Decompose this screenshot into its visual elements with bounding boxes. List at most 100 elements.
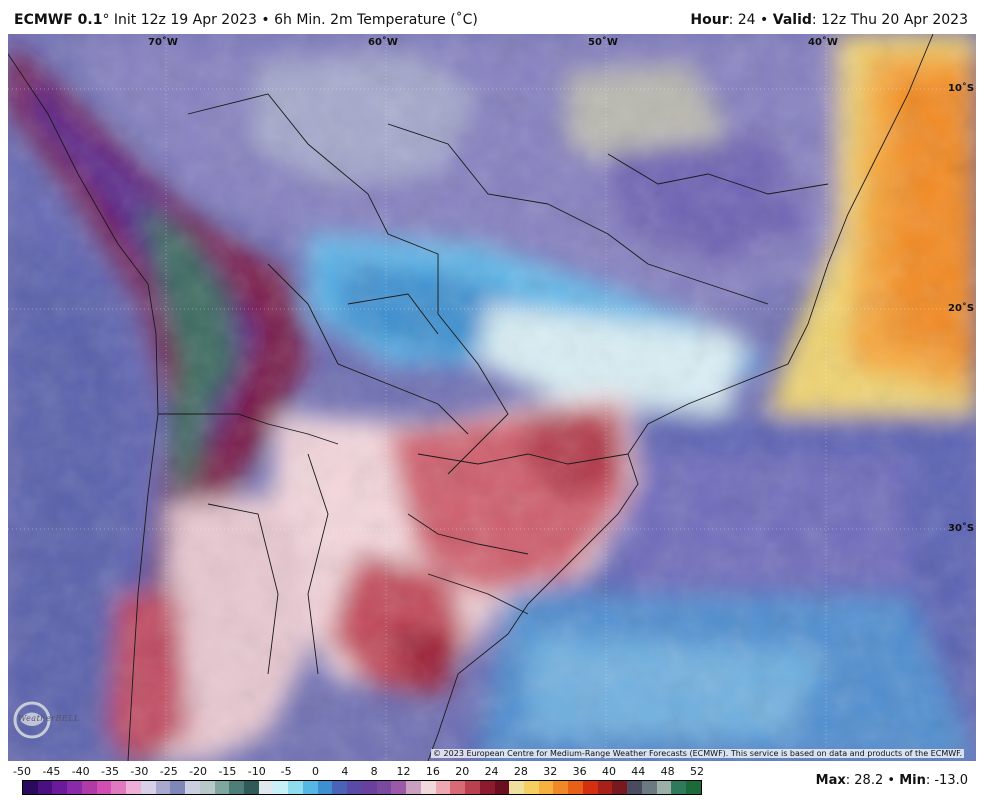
legend-tick-label: -35	[101, 765, 120, 778]
lat-label: 30˚S	[948, 523, 975, 534]
colorbar-swatch	[81, 781, 97, 794]
colorbar-swatch	[509, 781, 524, 794]
colorbar-swatch	[641, 781, 657, 794]
legend-tick-label: 48	[660, 765, 675, 778]
colorbar-swatch	[52, 781, 68, 794]
colorbar-swatch	[376, 781, 392, 794]
legend-tick-label: 8	[370, 765, 378, 778]
degree-sign: °	[102, 12, 110, 28]
legend-tick-label: 4	[341, 765, 349, 778]
colorbar-swatch	[37, 781, 53, 794]
max-value: : 28.2	[845, 773, 884, 788]
legend-tick-label: 40	[601, 765, 616, 778]
legend-tick-label: 52	[690, 765, 704, 778]
colorbar-swatch	[170, 781, 186, 794]
colorbar-swatch	[288, 781, 303, 794]
time-bullet: •	[760, 12, 769, 28]
colorbar-swatch	[553, 781, 569, 794]
colorbar-swatch	[214, 781, 230, 794]
lon-label: 40˚W	[808, 37, 838, 48]
colorbar-swatch	[229, 781, 245, 794]
colorbar-swatch	[450, 781, 466, 794]
colorbar-swatch	[568, 781, 583, 794]
colorbar-swatch	[140, 781, 156, 794]
temperature-map: 70˚W 60˚W 50˚W 40˚W 10˚S 20˚S 30˚S Weath…	[8, 34, 976, 761]
legend-tick-label: 16	[425, 765, 440, 778]
legend-tick-label: -20	[189, 765, 208, 778]
colorbar-swatch	[406, 781, 421, 794]
legend-tick-label: 28	[513, 765, 528, 778]
colorbar-swatch	[479, 781, 495, 794]
legend-tick-label: 32	[543, 765, 558, 778]
legend-tick-label: -30	[130, 765, 149, 778]
lon-label: 70˚W	[148, 37, 178, 48]
hour-value: : 24	[728, 12, 756, 28]
legend-tick-label: -10	[247, 765, 266, 778]
stats-bullet: •	[887, 773, 896, 788]
min-label: Min	[899, 773, 926, 788]
colorbar-swatch	[258, 781, 274, 794]
lat-label: 10˚S	[948, 83, 975, 94]
legend-tick-label: 24	[484, 765, 499, 778]
colorbar-swatch	[538, 781, 554, 794]
legend-tick-label: -15	[218, 765, 237, 778]
colorbar-swatch	[302, 781, 318, 794]
header-bar: ECMWF 0.1° Init 12z 19 Apr 2023 • 6h Min…	[0, 0, 984, 34]
colorbar-swatch	[494, 781, 510, 794]
colorbar-swatch	[656, 781, 672, 794]
legend-tick-label: 36	[572, 765, 587, 778]
texture-overlay	[8, 34, 976, 761]
colorbar-swatch	[391, 781, 407, 794]
map-canvas	[8, 34, 976, 761]
valid-value: : 12z Thu 20 Apr 2023	[811, 12, 968, 28]
colorbar-swatch	[111, 781, 127, 794]
logo-text: WeatherBELL	[18, 714, 80, 723]
forecast-time: Hour: 24 • Valid: 12z Thu 20 Apr 2023	[690, 12, 968, 28]
hour-label: Hour	[690, 12, 729, 28]
colorbar-swatch	[597, 781, 613, 794]
legend-tick-label: -50	[13, 765, 31, 778]
map-title: ECMWF 0.1° Init 12z 19 Apr 2023 • 6h Min…	[14, 12, 478, 28]
color-legend: -50 -45 -40 -35 -30 -25 -20 -15 -10 -5 0 4 8 12 16 20 24…	[0, 763, 984, 808]
colorbar-swatch	[435, 781, 451, 794]
lat-label: 20˚S	[948, 303, 975, 314]
legend-tick-label: 20	[455, 765, 470, 778]
weatherbell-logo: WeatherBELL	[12, 698, 88, 742]
legend-tick-label: 44	[631, 765, 646, 778]
colorbar-swatch	[686, 781, 701, 794]
lon-label: 60˚W	[368, 37, 398, 48]
colorbar-swatch	[523, 781, 539, 794]
legend-tick-label: -25	[159, 765, 178, 778]
max-label: Max	[815, 773, 846, 788]
legend-tick-label: -45	[42, 765, 61, 778]
max-min-stats: Max: 28.2 • Min: -13.0	[816, 773, 968, 788]
init-time: Init 12z 19 Apr 2023	[113, 12, 257, 28]
colorbar-swatch	[126, 781, 141, 794]
legend-tick-label: -5	[280, 765, 292, 778]
colorbar-swatch	[23, 781, 38, 794]
colorbar-swatch	[612, 781, 628, 794]
colorbar-swatch	[582, 781, 598, 794]
colorbar-swatch	[317, 781, 333, 794]
lon-label: 50˚W	[588, 37, 618, 48]
colorbar-swatch	[185, 781, 200, 794]
ecmwf-credit: © 2023 European Centre for Medium-Range …	[431, 749, 964, 758]
legend-tick-label: -40	[71, 765, 90, 778]
colorbar-swatch	[67, 781, 82, 794]
colorbar-swatch	[273, 781, 289, 794]
graticule	[8, 34, 976, 761]
product-name: 6h Min. 2m Temperature (˚C)	[274, 12, 478, 28]
legend-tick-label: 12	[396, 765, 411, 778]
legend-tick-label: 0	[311, 765, 319, 778]
colorbar-swatch	[332, 781, 348, 794]
model-name: ECMWF 0.1	[14, 12, 103, 28]
colorbar-swatch	[244, 781, 259, 794]
colorbar-swatch	[361, 781, 377, 794]
colorbar-swatch	[671, 781, 687, 794]
colorbar-swatch	[420, 781, 436, 794]
valid-label: Valid	[772, 12, 812, 28]
colorbar	[22, 780, 702, 795]
min-value: : -13.0	[925, 773, 968, 788]
colorbar-swatch	[199, 781, 215, 794]
colorbar-swatch	[96, 781, 112, 794]
